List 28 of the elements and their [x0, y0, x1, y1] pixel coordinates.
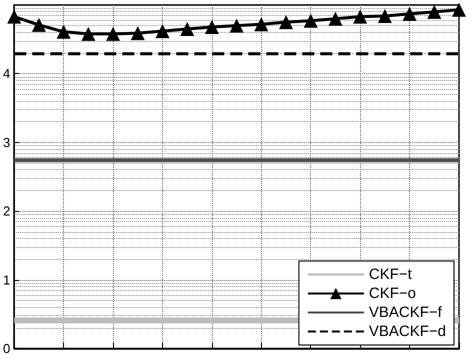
y-tick-label: 4 [2, 66, 10, 82]
point [427, 4, 442, 19]
y-tick-label: 2 [2, 204, 10, 219]
point [106, 26, 120, 41]
point [279, 15, 294, 30]
point [81, 26, 96, 41]
point [304, 14, 318, 28]
legend-label: VBACKF−d [368, 323, 446, 340]
legend-label: CKF−o [368, 285, 416, 302]
point [32, 18, 46, 32]
point [155, 24, 170, 38]
legend-label: VBACKF−f [368, 304, 443, 321]
y-tick-label: 3 [2, 134, 10, 150]
point [402, 6, 417, 21]
point [353, 10, 368, 24]
y-tick-label: 0 [2, 341, 10, 355]
point [204, 20, 219, 34]
point [7, 10, 22, 24]
point [230, 18, 244, 33]
point [130, 26, 145, 40]
y-tick-label: 1 [2, 272, 10, 288]
point [378, 8, 392, 23]
point [180, 22, 194, 36]
point [56, 24, 71, 39]
point [254, 17, 268, 32]
legend-label: CKF−t [368, 266, 413, 283]
point [452, 2, 466, 17]
point [328, 12, 342, 26]
